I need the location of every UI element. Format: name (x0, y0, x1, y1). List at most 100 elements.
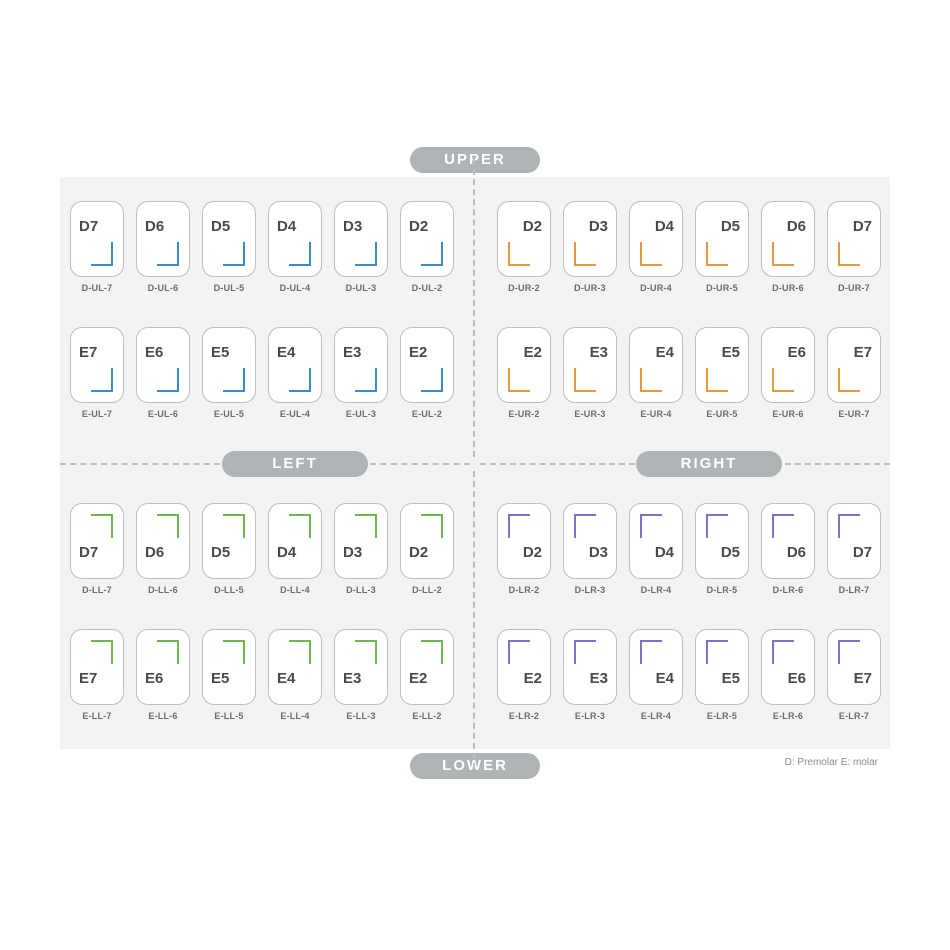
tooth-label: E4 (656, 670, 674, 687)
tooth-sublabel: E-UL-7 (82, 409, 112, 419)
tooth-label: D7 (853, 544, 872, 561)
tooth: D3 (563, 503, 617, 579)
tooth: E2 (400, 629, 454, 705)
tooth: E7 (70, 327, 124, 403)
tooth-sublabel: E-LR-6 (773, 711, 803, 721)
corner-indicator-icon (640, 514, 662, 538)
tooth: E2 (400, 327, 454, 403)
corner-indicator-icon (157, 640, 179, 664)
tooth-label: E5 (722, 344, 740, 361)
tooth: E7 (70, 629, 124, 705)
tooth-label: E6 (788, 670, 806, 687)
tooth-cell: E3E-LL-3 (328, 629, 394, 721)
corner-indicator-icon (640, 640, 662, 664)
tooth-label: D4 (277, 218, 296, 235)
tooth-label: E2 (409, 670, 427, 687)
tooth-label: D5 (211, 544, 230, 561)
tooth: D5 (202, 201, 256, 277)
tooth-cell: E4E-LL-4 (262, 629, 328, 721)
tooth-label: E5 (722, 670, 740, 687)
tooth-label: E4 (656, 344, 674, 361)
tooth-sublabel: D-UL-5 (214, 283, 245, 293)
tooth-cell: D2D-UR-2 (491, 201, 557, 293)
tooth: D4 (629, 201, 683, 277)
tooth-row: D7D-UL-7D6D-UL-6D5D-UL-5D4D-UL-4D3D-UL-3… (60, 201, 475, 293)
tooth-cell: D7D-UR-7 (821, 201, 887, 293)
tooth-label: D3 (343, 544, 362, 561)
tooth-sublabel: D-LL-3 (346, 585, 376, 595)
tooth-sublabel: D-LL-2 (412, 585, 442, 595)
tooth-cell: D5 D-UL-5 (196, 201, 262, 293)
tooth-label: D4 (655, 218, 674, 235)
tooth-cell: D3D-LR-3 (557, 503, 623, 595)
tooth-row: E7E-LL-7E6E-LL-6E5E-LL-5E4E-LL-4E3E-LL-3… (60, 629, 475, 721)
tooth-cell: D6D-LL-6 (130, 503, 196, 595)
tooth-label: E3 (343, 670, 361, 687)
corner-indicator-icon (838, 368, 860, 392)
tooth-cell: E7 E-UR-7 (821, 327, 887, 419)
corner-indicator-icon (838, 640, 860, 664)
corner-indicator-icon (223, 640, 245, 664)
corner-indicator-icon (289, 368, 311, 392)
tooth-cell: E5E-UL-5 (196, 327, 262, 419)
tooth: D2 (400, 201, 454, 277)
tooth: D3 (334, 503, 388, 579)
tooth-sublabel: D-UR-6 (772, 283, 804, 293)
quadrant-upper-right: D2D-UR-2D3D-UR-3D4D-UR-4D5D-UR-5D6D-UR-6… (475, 177, 890, 447)
tooth-cell: E4E-UL-4 (262, 327, 328, 419)
tooth-row: D2D-UR-2D3D-UR-3D4D-UR-4D5D-UR-5D6D-UR-6… (475, 201, 890, 293)
tooth: E4 (268, 327, 322, 403)
tooth-sublabel: E-LL-6 (148, 711, 177, 721)
corner-indicator-icon (289, 514, 311, 538)
tooth-sublabel: D-UR-7 (838, 283, 870, 293)
tooth-sublabel: E-LL-7 (82, 711, 111, 721)
tooth-cell: E4 E-UR-4 (623, 327, 689, 419)
corner-indicator-icon (640, 368, 662, 392)
tooth-cell: D6D-LR-6 (755, 503, 821, 595)
tooth-label: E7 (79, 670, 97, 687)
tooth-label: E3 (343, 344, 361, 361)
tooth: E4 (268, 629, 322, 705)
corner-indicator-icon (355, 368, 377, 392)
tooth: D7 (827, 503, 881, 579)
tooth-cell: E6E-UL-6 (130, 327, 196, 419)
tooth: E2 (497, 327, 551, 403)
tooth: E5 (695, 629, 749, 705)
tooth-label: E6 (145, 344, 163, 361)
tooth: E5 (202, 629, 256, 705)
tooth: E5 (202, 327, 256, 403)
tooth-cell: E2E-UL-2 (394, 327, 460, 419)
tooth: D2 (400, 503, 454, 579)
tooth: E2 (497, 629, 551, 705)
tooth-sublabel: D-UL-4 (280, 283, 311, 293)
tooth-sublabel: E-UR-7 (838, 409, 869, 419)
corner-indicator-icon (157, 514, 179, 538)
tooth-cell: D4 D-UR-4 (623, 201, 689, 293)
corner-indicator-icon (223, 368, 245, 392)
tooth-label: D3 (589, 218, 608, 235)
tooth-sublabel: D-UR-4 (640, 283, 672, 293)
tooth-sublabel: D-LR-6 (773, 585, 804, 595)
tooth-sublabel: D-UR-3 (574, 283, 606, 293)
tooth: D4 (268, 503, 322, 579)
corner-indicator-icon (706, 242, 728, 266)
tooth-cell: E2E-UR-2 (491, 327, 557, 419)
tooth: D2 (497, 201, 551, 277)
tooth: D7 (70, 503, 124, 579)
tooth-cell: D2D-UL-2 (394, 201, 460, 293)
tooth-sublabel: E-LR-5 (707, 711, 737, 721)
tooth-cell: D4D-LL-4 (262, 503, 328, 595)
tooth-cell: D6D-UR-6 (755, 201, 821, 293)
corner-indicator-icon (421, 242, 443, 266)
tooth-label: D5 (211, 218, 230, 235)
tooth-sublabel: E-LR-2 (509, 711, 539, 721)
tooth-label: E2 (409, 344, 427, 361)
tooth-label: E2 (524, 670, 542, 687)
tooth-cell: D4 D-UL-4 (262, 201, 328, 293)
tooth-sublabel: E-UR-4 (640, 409, 671, 419)
tooth: E7 (827, 327, 881, 403)
tooth: E3 (563, 327, 617, 403)
tooth-cell: E2 E-LR-2 (491, 629, 557, 721)
corner-indicator-icon (508, 514, 530, 538)
tooth-label: E4 (277, 344, 295, 361)
